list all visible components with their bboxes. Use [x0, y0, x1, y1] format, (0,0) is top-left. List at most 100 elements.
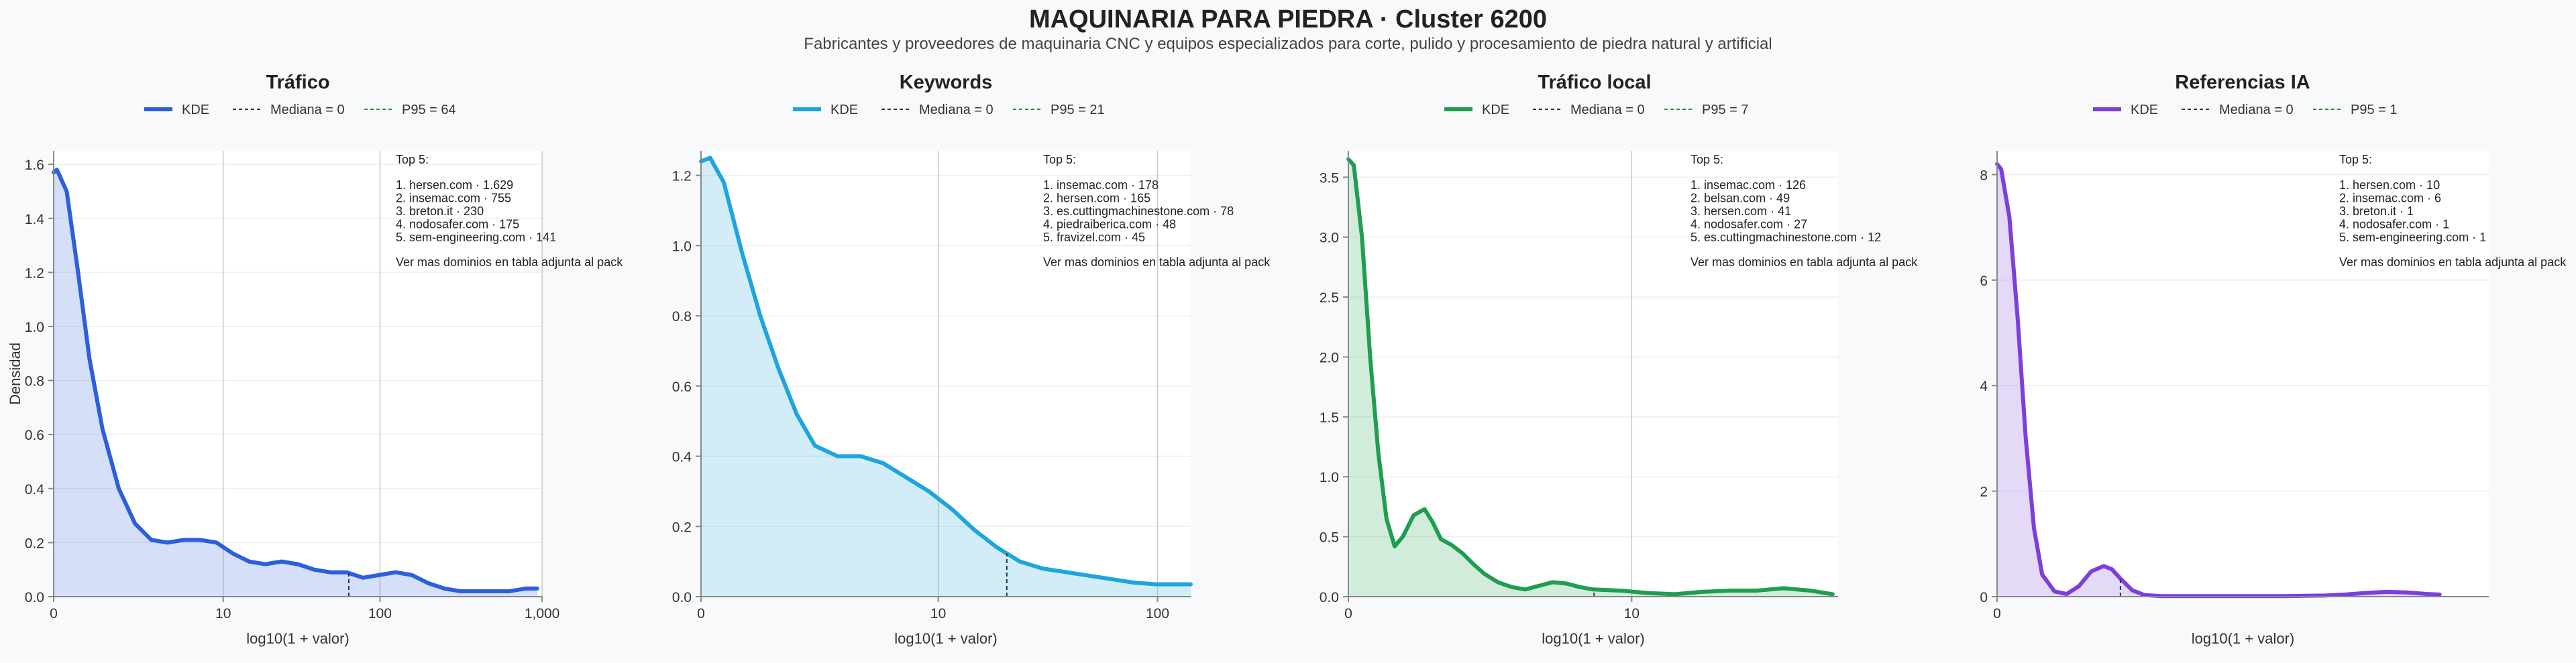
y-tick-label: 1.5: [1320, 410, 1339, 426]
y-tick-label: 0: [1980, 590, 1988, 605]
x-axis-label: log10(1 + valor): [246, 630, 349, 647]
top5-entry: 2. insemac.com · 6: [2339, 192, 2441, 205]
y-tick-label: 0.2: [672, 520, 692, 535]
legend-median-label: Mediana = 0: [919, 103, 994, 117]
y-tick-label: 0.5: [1320, 530, 1339, 546]
top5-heading: Top 5:: [1690, 153, 1723, 166]
chart-panel-1: 0.0 0.2 0.4 0.6 0.8 1.0 1.2 1.4 1.6 0 10 100 1,000 lo…: [7, 72, 623, 647]
y-tick-label: 0.0: [1320, 590, 1339, 605]
y-tick-label: 0.6: [672, 379, 692, 395]
top5-entry: 2. hersen.com · 165: [1043, 192, 1150, 205]
top5-entry: 5. sem-engineering.com · 1: [2339, 231, 2486, 244]
y-tick-label: 2.0: [1320, 350, 1339, 365]
x-tick-label: 100: [368, 606, 392, 621]
y-tick-label: 8: [1980, 168, 1988, 183]
top5-entry: 5. sem-engineering.com · 141: [396, 231, 556, 244]
x-tick-label: 1,000: [525, 606, 560, 621]
kde-fill: [1348, 159, 1833, 597]
top5-entry: 4. nodosafer.com · 1: [2339, 218, 2449, 231]
y-tick-label: 2: [1980, 485, 1988, 500]
chart-panel-2: 0.0 0.2 0.4 0.6 0.8 1.0 1.2 0 10 100 log10(1 + val…: [672, 72, 1271, 647]
kde-fill: [54, 170, 537, 597]
top5-entry: 3. es.cuttingmachinestone.com · 78: [1043, 204, 1234, 218]
kde-line: [52, 168, 539, 593]
x-tick-label: 0: [697, 606, 705, 621]
y-tick-label: 6: [1980, 274, 1988, 289]
top5-entry: 3. hersen.com · 41: [1690, 204, 1791, 218]
legend-median-label: Mediana = 0: [270, 103, 345, 117]
panel-title: Referencias IA: [2175, 72, 2310, 93]
top5-entry: 2. belsan.com · 49: [1690, 192, 1790, 205]
x-axis-label: log10(1 + valor): [1542, 630, 1644, 647]
y-tick-label: 1.0: [1320, 470, 1339, 485]
top5-footnote: Ver mas dominios en tabla adjunta al pac…: [1043, 255, 1271, 269]
top5-entry: 1. hersen.com · 10: [2339, 178, 2440, 192]
top5-heading: Top 5:: [1043, 153, 1076, 166]
y-tick-label: 1.2: [25, 265, 44, 281]
top5-entry: 4. nodosafer.com · 175: [396, 218, 519, 231]
y-tick-label: 0.8: [25, 374, 44, 389]
y-axis-label: Densidad: [7, 343, 23, 405]
top5-entry: 1. hersen.com · 1.629: [396, 178, 513, 192]
legend-kde-label: KDE: [182, 103, 209, 117]
chart-panel-3: 0.0 0.5 1.0 1.5 2.0 2.5 3.0 3.5 0 10 log10(1 + val…: [1320, 72, 1918, 647]
top5-entry: 5. es.cuttingmachinestone.com · 12: [1690, 231, 1881, 244]
panel-title: Tráfico local: [1538, 72, 1651, 93]
panel-title: Keywords: [900, 72, 993, 93]
y-tick-label: 0.6: [25, 428, 44, 443]
x-tick-label: 0: [1344, 606, 1352, 621]
top5-heading: Top 5:: [396, 153, 429, 166]
y-tick-label: 1.0: [672, 239, 692, 254]
y-tick-label: 3.5: [1320, 170, 1339, 186]
panel-title: Tráfico: [266, 72, 329, 93]
x-tick-label: 10: [215, 606, 231, 621]
y-tick-label: 1.0: [25, 320, 44, 335]
legend-kde-label: KDE: [1482, 103, 1509, 117]
x-tick-label: 0: [50, 606, 58, 621]
y-tick-label: 3.0: [1320, 231, 1339, 246]
kde-line: [699, 156, 1193, 587]
top5-entry: 3. breton.it · 1: [2339, 204, 2414, 218]
y-tick-label: 0.4: [672, 450, 692, 465]
x-tick-label: 100: [1146, 606, 1169, 621]
legend-kde-label: KDE: [830, 103, 858, 117]
top5-entry: 2. insemac.com · 755: [396, 192, 511, 205]
y-tick-label: 0.8: [672, 309, 692, 324]
top5-entry: 3. breton.it · 230: [396, 204, 484, 218]
legend-median-label: Mediana = 0: [1570, 103, 1645, 117]
legend-p95-label: P95 = 1: [2351, 103, 2398, 117]
x-tick-label: 10: [930, 606, 946, 621]
y-tick-label: 1.2: [672, 169, 692, 184]
top5-footnote: Ver mas dominios en tabla adjunta al pac…: [1690, 255, 1918, 269]
legend-p95-label: P95 = 64: [402, 103, 456, 117]
y-tick-label: 1.4: [25, 212, 45, 227]
plot-background: [1348, 151, 1838, 597]
x-tick-label: 10: [1624, 606, 1640, 621]
x-axis-label: log10(1 + valor): [894, 630, 997, 647]
legend-p95-label: P95 = 21: [1051, 103, 1105, 117]
top5-entry: 4. piedraiberica.com · 48: [1043, 218, 1176, 231]
y-tick-label: 4: [1980, 379, 1988, 394]
top5-entry: 1. insemac.com · 178: [1043, 178, 1159, 192]
y-tick-label: 0.2: [25, 536, 44, 551]
top5-footnote: Ver mas dominios en tabla adjunta al pac…: [396, 255, 623, 269]
top5-entry: 5. fravizel.com · 45: [1043, 231, 1145, 244]
x-axis-label: log10(1 + valor): [2192, 630, 2294, 647]
y-tick-label: 1.6: [25, 158, 44, 173]
top5-entry: 4. nodosafer.com · 27: [1690, 218, 1807, 231]
plot-background: [1997, 151, 2489, 597]
y-tick-label: 0.0: [25, 590, 44, 605]
kde-fill: [701, 158, 1191, 597]
top5-heading: Top 5:: [2339, 153, 2372, 166]
legend-p95-label: P95 = 7: [1702, 103, 1749, 117]
kde-line: [1346, 157, 1835, 597]
figure-subtitle: Fabricantes y proveedores de maquinaria …: [804, 35, 1772, 53]
figure-title: MAQUINARIA PARA PIEDRA · Cluster 6200: [1028, 5, 1548, 34]
chart-panel-4: 0 2 4 6 8 0 log10(1 + valor) Referencias IA KDE M…: [1980, 72, 2567, 647]
y-tick-label: 0.4: [25, 482, 45, 497]
y-tick-label: 0.0: [672, 590, 692, 605]
legend-median-label: Mediana = 0: [2219, 103, 2294, 117]
top5-footnote: Ver mas dominios en tabla adjunta al pac…: [2339, 255, 2567, 269]
top5-entry: 1. insemac.com · 126: [1690, 178, 1806, 192]
